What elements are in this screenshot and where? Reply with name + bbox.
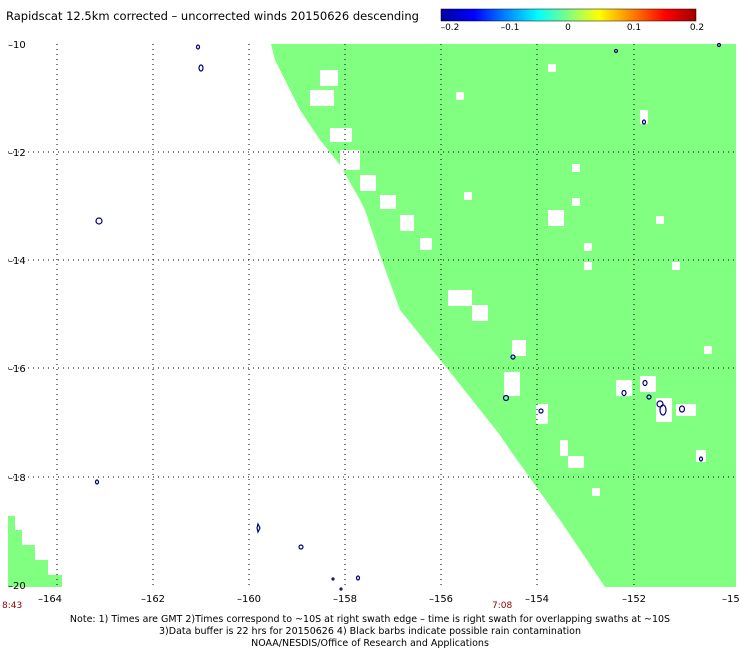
- x-tick-label: –160: [237, 594, 261, 605]
- colorbar-gradient: [440, 8, 697, 22]
- y-axis: –10 –12 –14 –16 –18 –20: [8, 40, 26, 592]
- colorbar-tick-label: –0.1: [501, 23, 520, 33]
- swath-time: 7:08: [492, 601, 512, 611]
- colorbar-tick-label: 0.2: [690, 23, 704, 33]
- x-tick-label: –152: [622, 594, 646, 605]
- swath-corner-fill: [8, 516, 62, 587]
- wind-difference-swath: [8, 44, 736, 587]
- colorbar-tick-label: 0.1: [627, 23, 641, 33]
- swath-time: 8:43: [2, 601, 22, 611]
- x-tick-label: –162: [141, 594, 165, 605]
- x-tick-label: –154: [525, 594, 549, 605]
- island-outlines: [94, 42, 722, 591]
- x-tick-label: –156: [429, 594, 453, 605]
- colorbar-tick-label: 0: [565, 23, 571, 33]
- y-tick-label: –20: [8, 581, 26, 592]
- colorbar-tick-label: –0.2: [441, 23, 460, 33]
- x-axis: –164 –162 –160 –158 –156 –154 –152 –150: [38, 594, 740, 605]
- map-title: Rapidscat 12.5km corrected – uncorrected…: [6, 9, 419, 23]
- x-tick-label: –158: [333, 594, 357, 605]
- grid-lines: [8, 44, 736, 587]
- y-tick-label: –16: [8, 364, 26, 375]
- footnotes: Note: 1) Times are GMT 2)Times correspon…: [0, 614, 740, 650]
- y-tick-label: –10: [8, 40, 26, 51]
- x-tick-label: –164: [38, 594, 62, 605]
- swath-main-area: [280, 44, 736, 587]
- y-tick-label: –18: [8, 473, 26, 484]
- footnote-line: 3)Data buffer is 22 hrs for 20150626 4) …: [159, 626, 581, 637]
- footnote-line: Note: 1) Times are GMT 2)Times correspon…: [69, 614, 671, 625]
- colorbar: –0.2 –0.1 0 0.1 0.2: [440, 8, 704, 33]
- x-tick-label: –150: [722, 594, 740, 605]
- footnote-line: NOAA/NESDIS/Office of Research and Appli…: [251, 638, 489, 649]
- y-tick-label: –12: [8, 148, 26, 159]
- y-tick-label: –14: [8, 256, 26, 267]
